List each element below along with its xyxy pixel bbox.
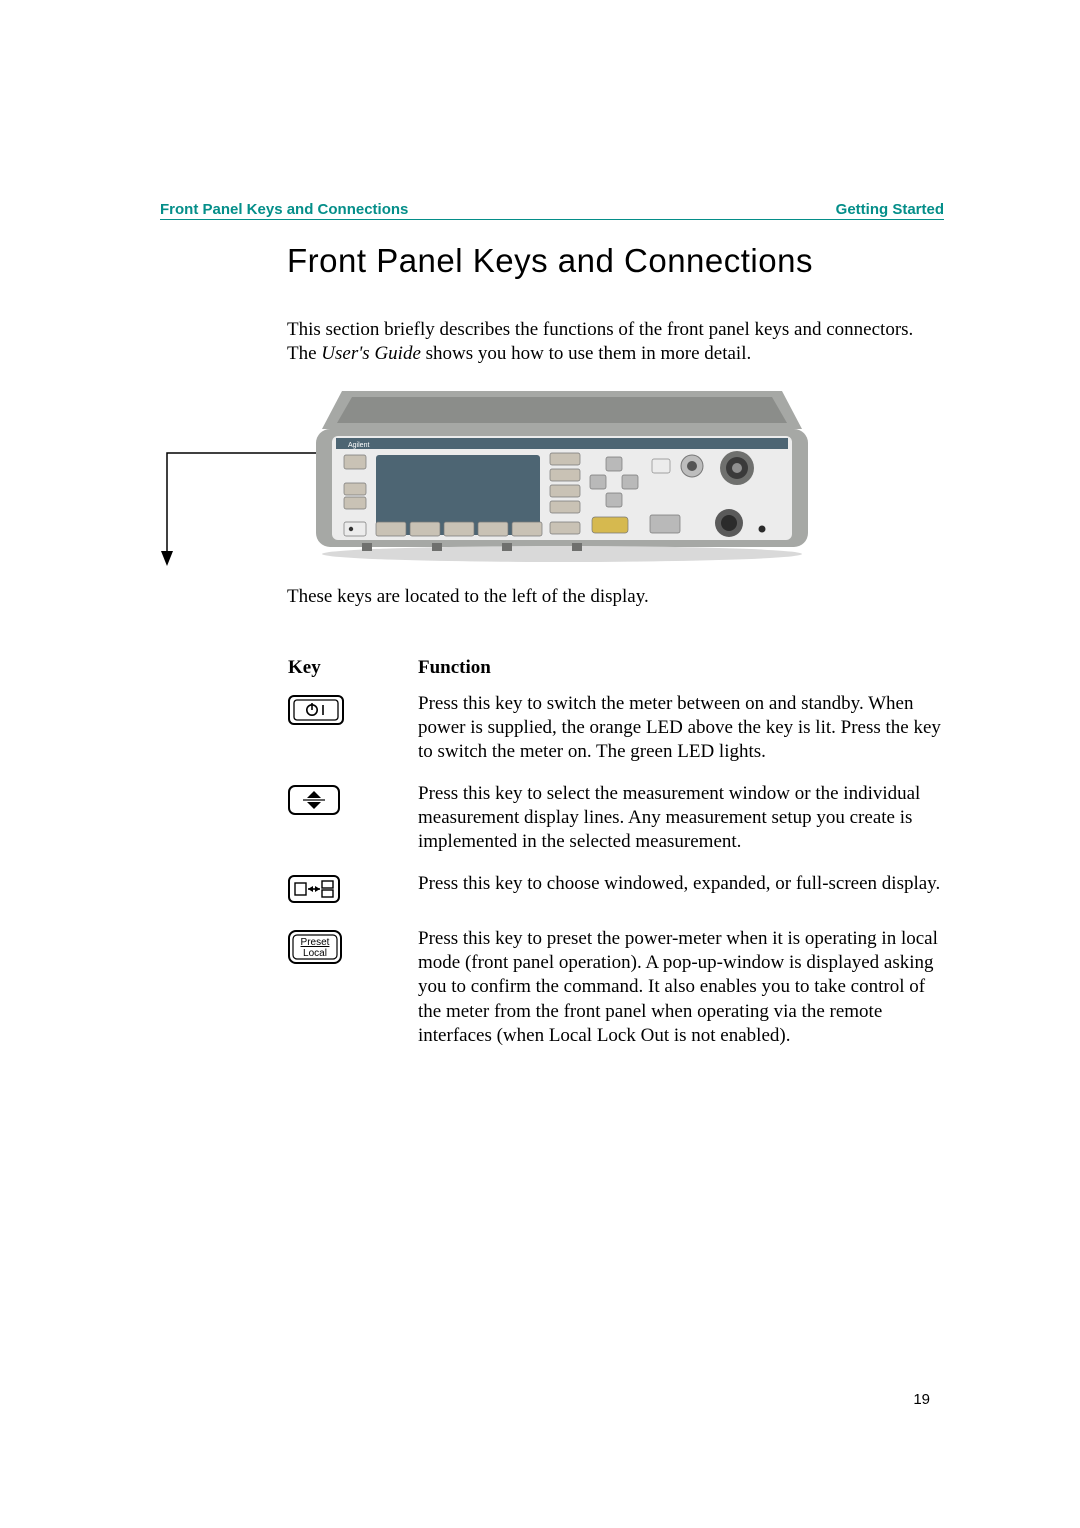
page-header: Front Panel Keys and Connections Getting… xyxy=(160,201,944,220)
page-number: 19 xyxy=(913,1391,930,1408)
device-figure: Agilent xyxy=(157,391,812,576)
table-row: Press this key to select the measurement… xyxy=(287,781,944,871)
table-header-key: Key xyxy=(287,656,417,691)
display-mode-key-icon xyxy=(288,875,340,910)
svg-text:Preset: Preset xyxy=(301,937,330,948)
function-text: Press this key to preset the power-meter… xyxy=(417,926,944,1065)
table-header-function: Function xyxy=(417,656,944,691)
page-title: Front Panel Keys and Connections xyxy=(287,242,944,280)
device-illustration: Agilent xyxy=(292,391,812,566)
table-row: Preset Local Press this key to preset th… xyxy=(287,926,944,1065)
svg-text:Local: Local xyxy=(303,948,327,959)
intro-italic: User's Guide xyxy=(321,343,421,364)
function-text: Press this key to switch the meter betwe… xyxy=(417,691,944,781)
function-text: Press this key to select the measurement… xyxy=(417,781,944,871)
intro-text-after: shows you how to use them in more detail… xyxy=(421,343,751,364)
header-section-title: Front Panel Keys and Connections xyxy=(160,201,408,218)
power-key-icon xyxy=(288,695,344,732)
table-row: Press this key to choose windowed, expan… xyxy=(287,871,944,926)
function-text: Press this key to choose windowed, expan… xyxy=(417,871,944,926)
preset-local-key-icon: Preset Local xyxy=(288,930,342,971)
main-content: Front Panel Keys and Connections This se… xyxy=(287,242,944,1064)
table-row: Press this key to switch the meter betwe… xyxy=(287,691,944,781)
svg-text:Agilent: Agilent xyxy=(348,442,369,449)
figure-caption: These keys are located to the left of th… xyxy=(287,586,944,608)
intro-paragraph: This section briefly describes the funct… xyxy=(287,318,944,367)
key-function-table: Key Function xyxy=(287,656,944,1065)
select-key-icon xyxy=(288,785,340,822)
header-chapter: Getting Started xyxy=(836,201,944,218)
